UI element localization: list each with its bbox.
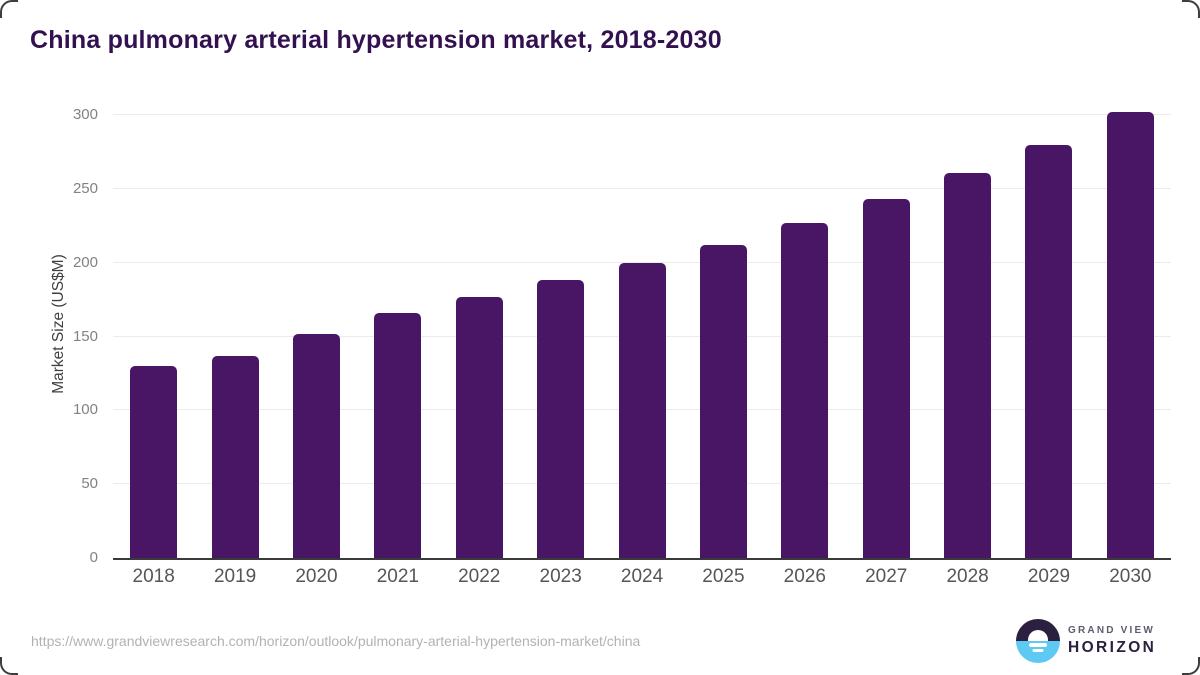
x-tick-2024: 2024 [620, 566, 664, 587]
bar-2018 [130, 366, 178, 558]
x-tick-2023: 2023 [539, 566, 582, 587]
y-tick-250: 250 [72, 179, 98, 197]
bar-2021 [374, 312, 422, 558]
bar-2024 [618, 262, 666, 558]
bar-2030 [1106, 112, 1154, 558]
x-tick-2020: 2020 [295, 566, 338, 587]
sun-shape [1028, 630, 1048, 641]
x-tick-2025: 2025 [702, 566, 745, 587]
card-corner-border [1182, 0, 1200, 18]
x-tick-2029: 2029 [1027, 566, 1071, 587]
horizon-sun-icon [1016, 619, 1060, 663]
logo-brand-name: GRAND VIEW [1068, 625, 1155, 636]
bar-slot-2024 [601, 115, 682, 558]
x-tick-2022: 2022 [458, 566, 501, 587]
bar-slot-2019 [194, 115, 275, 558]
y-tick-150: 150 [72, 327, 98, 345]
sun-reflection-line [1032, 648, 1044, 652]
bar-slot-2026 [764, 115, 845, 558]
y-tick-200: 200 [72, 253, 98, 271]
card-corner-border [0, 0, 18, 18]
bar-2027 [862, 199, 910, 558]
gridline-200 [113, 261, 1171, 263]
y-axis-tick-labels: 0 50 100 150 200 250 300 [38, 106, 98, 566]
sun-reflection-line [1029, 643, 1047, 647]
bar-2026 [781, 222, 829, 558]
gridline-300 [113, 114, 1171, 115]
bar-2019 [211, 355, 259, 558]
bar-slot-2023 [520, 115, 601, 558]
chart-title: China pulmonary arterial hypertension ma… [30, 26, 722, 54]
card-corner-border [1182, 657, 1200, 675]
x-axis-tick-labels: 2018 2019 2020 2021 2022 2023 2024 2025 2026 2027… [113, 566, 1171, 588]
bar-2023 [537, 280, 585, 558]
x-tick-2028: 2028 [946, 566, 989, 587]
x-tick-2019: 2019 [213, 566, 257, 587]
bar-slot-2022 [439, 115, 520, 558]
bar-2020 [292, 333, 340, 558]
x-tick-2026: 2026 [783, 566, 826, 587]
gridline-250 [113, 187, 1171, 189]
bar-series [113, 112, 1171, 558]
card-corner-border [0, 657, 18, 675]
brand-logo: GRAND VIEW HORIZON [1016, 619, 1156, 663]
bar-slot-2025 [683, 115, 764, 558]
bar-slot-2021 [357, 115, 438, 558]
y-tick-50: 50 [81, 475, 98, 493]
x-tick-2027: 2027 [865, 566, 908, 587]
bar-2029 [1025, 144, 1073, 558]
brand-logo-text: GRAND VIEW HORIZON [1068, 625, 1156, 657]
x-tick-2018: 2018 [132, 566, 175, 587]
x-tick-2030: 2030 [1109, 566, 1152, 587]
bar-slot-2029 [1008, 115, 1089, 558]
y-tick-0: 0 [89, 549, 98, 566]
logo-product-name: HORIZON [1068, 639, 1157, 656]
y-tick-300: 300 [72, 106, 98, 123]
bar-slot-2020 [276, 115, 357, 558]
bar-slot-2028 [927, 115, 1008, 558]
x-tick-2021: 2021 [376, 566, 419, 587]
bar-2028 [944, 172, 992, 558]
plot-area [113, 112, 1171, 560]
bar-slot-2027 [846, 115, 927, 558]
bar-slot-2018 [113, 115, 194, 558]
y-tick-100: 100 [72, 401, 98, 419]
source-url: https://www.grandviewresearch.com/horizo… [31, 633, 641, 649]
bar-2025 [699, 244, 747, 558]
bar-slot-2030 [1090, 112, 1171, 558]
bar-2022 [455, 296, 503, 558]
